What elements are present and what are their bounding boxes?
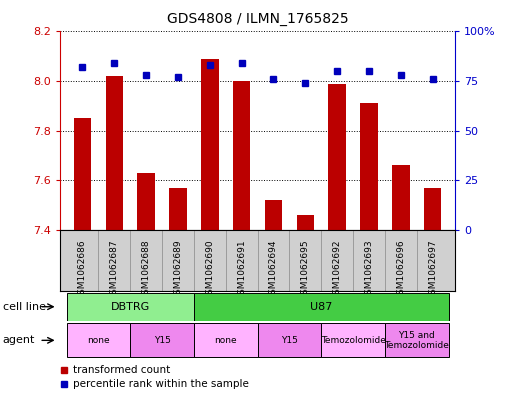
- Text: GSM1062690: GSM1062690: [206, 239, 214, 300]
- Text: GSM1062696: GSM1062696: [396, 239, 405, 300]
- Bar: [106, 76, 123, 230]
- Bar: [265, 200, 282, 230]
- Text: DBTRG: DBTRG: [110, 302, 150, 312]
- Text: Y15 and
Temozolomide: Y15 and Temozolomide: [384, 331, 449, 350]
- Text: transformed count: transformed count: [73, 365, 170, 375]
- Bar: [138, 173, 155, 230]
- Bar: [66, 323, 130, 357]
- Bar: [66, 292, 194, 321]
- Bar: [130, 323, 194, 357]
- Text: agent: agent: [3, 335, 35, 345]
- Text: GSM1062689: GSM1062689: [174, 239, 183, 300]
- Bar: [258, 323, 321, 357]
- Bar: [194, 323, 258, 357]
- Text: GSM1062697: GSM1062697: [428, 239, 437, 300]
- Bar: [424, 188, 441, 230]
- Text: GSM1062693: GSM1062693: [365, 239, 373, 300]
- Bar: [233, 81, 251, 230]
- Text: GSM1062694: GSM1062694: [269, 239, 278, 299]
- Text: percentile rank within the sample: percentile rank within the sample: [73, 378, 249, 389]
- Text: Y15: Y15: [281, 336, 298, 345]
- Text: cell line: cell line: [3, 302, 46, 312]
- Bar: [297, 215, 314, 230]
- Text: none: none: [214, 336, 237, 345]
- Text: GSM1062692: GSM1062692: [333, 239, 342, 299]
- Bar: [392, 165, 410, 230]
- Bar: [201, 59, 219, 230]
- Bar: [74, 118, 91, 230]
- Text: Temozolomide: Temozolomide: [321, 336, 385, 345]
- Text: GSM1062686: GSM1062686: [78, 239, 87, 300]
- Text: GSM1062691: GSM1062691: [237, 239, 246, 300]
- Text: GSM1062687: GSM1062687: [110, 239, 119, 300]
- Bar: [169, 188, 187, 230]
- Bar: [321, 323, 385, 357]
- Text: none: none: [87, 336, 110, 345]
- Bar: [360, 103, 378, 230]
- Bar: [194, 292, 449, 321]
- Bar: [385, 323, 449, 357]
- Text: Y15: Y15: [154, 336, 170, 345]
- Title: GDS4808 / ILMN_1765825: GDS4808 / ILMN_1765825: [167, 12, 348, 26]
- Text: U87: U87: [310, 302, 333, 312]
- Bar: [328, 84, 346, 230]
- Text: GSM1062688: GSM1062688: [142, 239, 151, 300]
- Text: GSM1062695: GSM1062695: [301, 239, 310, 300]
